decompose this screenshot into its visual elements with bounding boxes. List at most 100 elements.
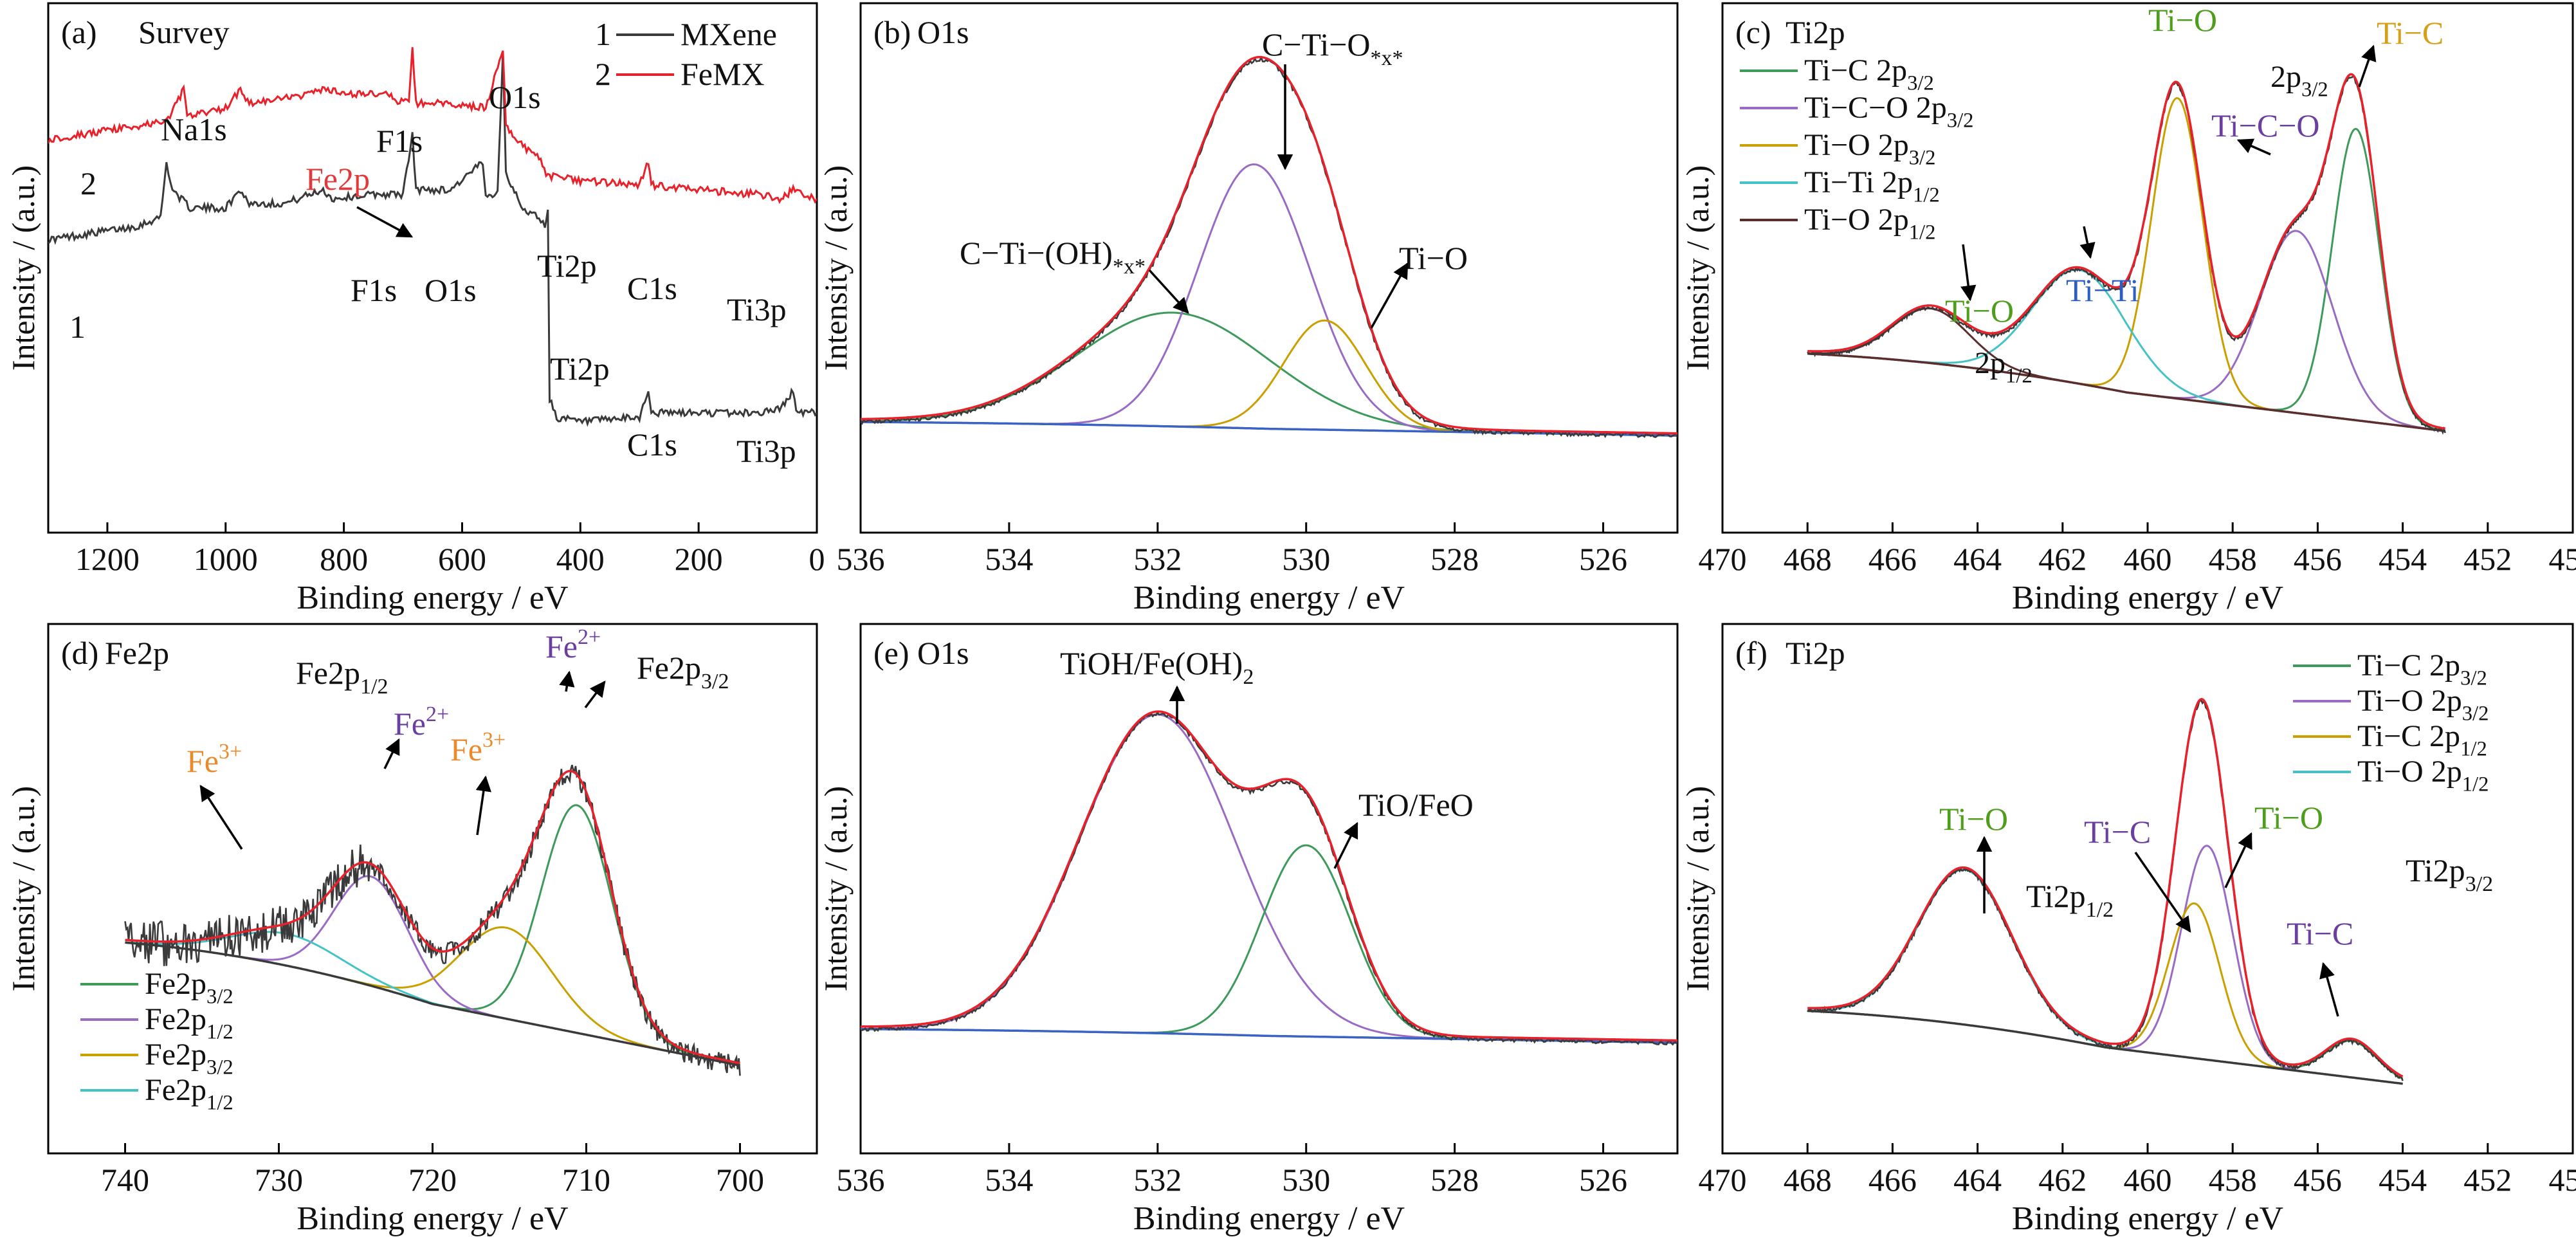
x-axis-label: Binding energy / eV <box>297 1200 568 1237</box>
x-tick-label: 720 <box>408 1162 457 1198</box>
annotation-arrow <box>2224 832 2252 888</box>
legend-label: Fe2p1/2 <box>145 1002 233 1043</box>
panel-b: 536 534 532 530 528 526 Binding energy / eV Int… <box>818 2 1679 616</box>
annotation-label: Ti3p <box>736 433 796 469</box>
panel-letter: (b) <box>873 14 911 50</box>
x-tick-label: 454 <box>2379 541 2427 577</box>
x-axis-label: Binding energy / eV <box>2012 1200 2283 1237</box>
annotation-arrow <box>2079 226 2096 259</box>
x-tick-label: 460 <box>2124 1162 2172 1198</box>
plot-area <box>1807 698 2404 1085</box>
envelope-fit-line <box>1807 698 2404 1078</box>
legend-label: Ti−Ti 2p1/2 <box>1804 165 1940 206</box>
legend-label: Fe2p3/2 <box>145 967 233 1008</box>
x-tick-label: 458 <box>2209 541 2257 577</box>
annotation-arrow <box>1333 821 1358 869</box>
plot-area <box>861 710 1677 1046</box>
background-line <box>861 421 1677 437</box>
plot-frame <box>47 2 818 534</box>
x-tick-label: 462 <box>2038 1162 2087 1198</box>
annotation-label: C1s <box>627 270 677 306</box>
x-tick-label: 530 <box>1282 541 1330 577</box>
legend-label: Ti−O 2p3/2 <box>1804 128 1935 169</box>
legend-label: FeMX <box>681 56 765 92</box>
panel-a: 1200 1000 800 600 400 200 0 Binding energy / eV… <box>5 2 825 616</box>
annotation-arrow <box>383 738 400 769</box>
plot-area <box>124 764 741 1076</box>
panel-letter: (e) <box>873 635 909 671</box>
envelope-fit-line <box>861 710 1677 1042</box>
x-tick-label: 464 <box>1953 1162 2002 1198</box>
envelope-fit-line <box>861 55 1677 435</box>
annotation-label: Ti−O <box>1939 801 2008 837</box>
annotation-arrow <box>2358 44 2377 87</box>
x-tick-label: 700 <box>716 1162 764 1198</box>
x-tick-label: 200 <box>675 541 723 577</box>
panel-c: 470 468 466 464 462 460 458 456 454 452 450 Binding… <box>1679 2 2576 616</box>
x-tick-label: 534 <box>985 1162 1033 1198</box>
legend-label: Ti−C 2p3/2 <box>1804 53 1934 95</box>
y-axis-label: Intensity / (a.u.) <box>1679 786 1715 991</box>
background-line <box>1807 353 2445 432</box>
x-tick-label: 740 <box>101 1162 149 1198</box>
y-axis-label: Intensity / (a.u.) <box>1679 165 1715 371</box>
fit-peak-line <box>861 844 1677 1044</box>
x-tick-label: 710 <box>562 1162 610 1198</box>
annotation-label: Fe2+ <box>545 625 601 664</box>
annotation-label: O1s <box>425 272 477 308</box>
panel-title: Fe2p <box>105 635 169 671</box>
x-tick-label: 462 <box>2038 541 2087 577</box>
annotation-label: 1 <box>69 309 86 345</box>
x-tick-label: 456 <box>2294 1162 2342 1198</box>
annotation-label: Ti−Ti <box>2066 272 2139 308</box>
annotation-label: Fe2p1/2 <box>296 655 388 699</box>
plot-frame <box>859 623 1679 1155</box>
annotation-label: Fe3+ <box>450 728 506 767</box>
annotation-arrow <box>1960 244 1977 302</box>
annotation-label: Ti−C−O <box>2211 107 2320 143</box>
raw-data-line <box>1807 699 2404 1081</box>
annotation-label: Fe2+ <box>394 702 449 742</box>
x-tick-label: 470 <box>1699 541 1747 577</box>
annotation-label: F1s <box>376 123 423 159</box>
x-tick-label: 470 <box>1699 1162 1747 1198</box>
annotation-label: Ti−O <box>1945 293 2014 329</box>
panel-letter: (f) <box>1735 635 1768 671</box>
legend-label: Ti−O 2p1/2 <box>2357 755 2489 796</box>
panel-title: O1s <box>917 14 969 50</box>
x-tick-label: 452 <box>2463 1162 2512 1198</box>
x-tick-label: 452 <box>2463 541 2512 577</box>
legend-label: Ti−C 2p3/2 <box>2357 648 2487 690</box>
x-tick-label: 1000 <box>194 541 258 577</box>
legend-key: 2 <box>595 56 611 92</box>
y-axis-label: Intensity / (a.u.) <box>5 165 41 371</box>
panel-d: 740 730 720 710 700 Binding energy / eV Intens… <box>5 623 818 1237</box>
background-line <box>1807 1009 2403 1085</box>
x-tick-label: 450 <box>2549 541 2576 577</box>
envelope-fit-line <box>1807 73 2445 430</box>
x-tick-label: 468 <box>1784 541 1832 577</box>
annotation-label: C−Ti−O*x* <box>1262 26 1403 70</box>
x-tick-label: 600 <box>438 541 486 577</box>
background-line <box>861 1028 1677 1044</box>
x-tick-label: 526 <box>1579 541 1627 577</box>
annotation-label: Na1s <box>161 111 227 147</box>
x-tick-label: 730 <box>255 1162 303 1198</box>
x-tick-label: 466 <box>1868 1162 1917 1198</box>
panel-letter: (a) <box>61 14 97 50</box>
panel-title: Ti2p <box>1786 635 1845 671</box>
annotation-label: 2p3/2 <box>2270 60 2328 101</box>
panel-title: Ti2p <box>1786 14 1845 50</box>
x-axis-label: Binding energy / eV <box>1133 580 1405 616</box>
legend-label: MXene <box>681 16 777 52</box>
legend-label: Ti−O 2p3/2 <box>2357 684 2489 725</box>
x-axis-label: Binding energy / eV <box>297 580 568 616</box>
annotation-label: Fe2p3/2 <box>637 650 729 693</box>
plot-frame <box>859 2 1679 534</box>
annotation-label: Fe2p <box>306 161 370 197</box>
x-tick-label: 528 <box>1430 541 1479 577</box>
plot-area <box>48 47 817 427</box>
annotation-label: Fe3+ <box>187 740 242 779</box>
annotation-label: Ti−C <box>2084 814 2151 850</box>
